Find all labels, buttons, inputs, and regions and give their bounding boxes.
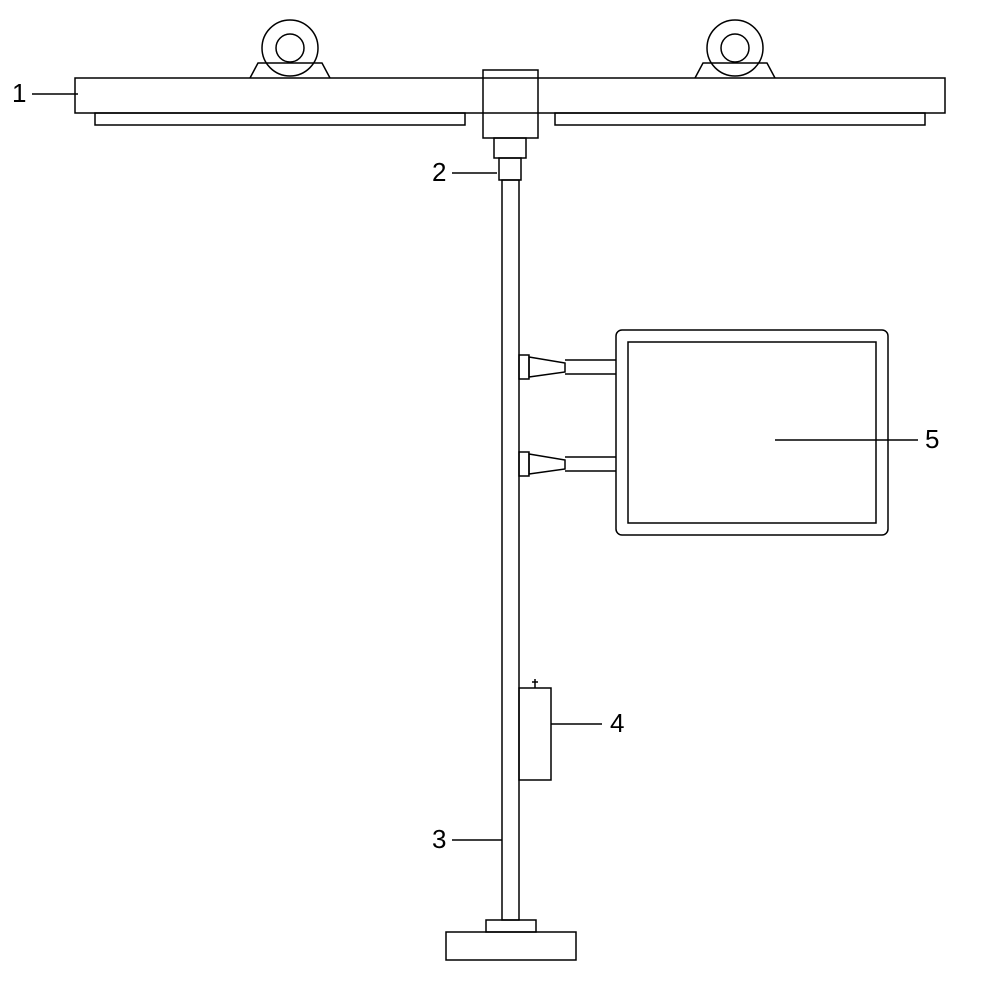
right-underbar [555,113,925,125]
display-inner [628,342,876,523]
connector-outer [494,138,526,158]
control-box [519,679,551,780]
connector-inner [499,158,521,180]
bracket-upper [519,355,616,379]
technical-drawing [0,0,1000,983]
bracket-lower [519,452,616,476]
center-hub [483,70,538,138]
display-panel [519,330,888,535]
label-4: 4 [610,708,624,739]
crossbar [75,78,945,113]
left-camera [250,20,330,78]
main-pole [502,180,519,920]
label-3: 3 [432,824,446,855]
label-1: 1 [12,78,26,109]
label-2: 2 [432,157,446,188]
label-5: 5 [925,424,939,455]
left-underbar [95,113,465,125]
display-outer [616,330,888,535]
base [446,920,576,960]
right-camera [695,20,775,78]
diagram-container: 1 2 3 4 5 [0,0,1000,983]
